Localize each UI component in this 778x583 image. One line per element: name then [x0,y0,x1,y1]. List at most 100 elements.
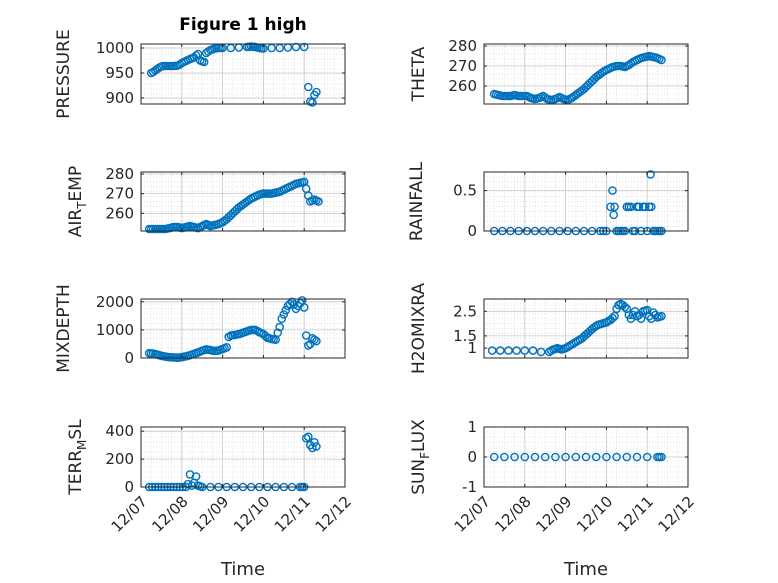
data-point [655,312,664,322]
data-point [252,191,262,200]
data-point [155,350,164,360]
data-point [551,344,560,354]
data-point [146,349,156,358]
axes-box [140,171,346,232]
y-tick-label: 950 [105,64,134,82]
data-point [571,452,581,462]
y-axis-label: H2OMIXRA [409,283,429,374]
subplot-rainfall: 0 0.5 RAINFALL [407,161,689,241]
data-point [647,52,656,61]
data-point [528,94,538,103]
data-point [248,193,258,202]
data-point [179,57,189,67]
data-point [269,334,278,344]
data-series [487,299,666,357]
data-point [150,224,160,234]
data-point [203,345,213,355]
data-point [642,52,652,61]
data-point [581,452,591,462]
data-point [495,346,505,355]
data-point [561,452,570,462]
data-point [257,189,266,199]
data-point [167,352,176,362]
tick-marks [483,426,689,488]
data-point [520,452,530,462]
data-point [261,189,270,198]
data-point [610,202,619,212]
data-point [516,91,526,101]
data-point [301,184,311,193]
data-point [216,345,225,355]
data-point [536,347,546,357]
data-point [187,222,197,231]
tick-marks [140,172,346,231]
data-point [540,93,550,102]
tick-marks [140,299,346,359]
data-point [651,310,660,320]
data-point [642,452,652,462]
data-point [203,220,213,230]
data-point [244,326,254,335]
data-point [487,346,497,355]
y-axis-label: PRESSURE [54,29,74,118]
data-point [199,345,209,355]
data-point [596,319,605,329]
y-tick-label: 260 [105,204,134,222]
minor-grid [484,44,688,104]
data-point [495,91,505,100]
y-axis-label: MIXDEPTH [54,284,74,373]
y-tick-label: 1000 [96,321,134,339]
data-point [638,53,648,62]
data-point [285,182,295,192]
y-tick-label: 0 [467,448,477,466]
data-point [203,47,213,56]
data-point [199,220,209,230]
y-label-rest: EMP [66,166,86,202]
y-axis-label: SUNFLUX [409,419,432,495]
data-point [591,321,601,331]
data-point [651,53,660,62]
y-tick-label: 280 [448,37,477,55]
x-axis-label-left: Time [220,559,265,580]
axes-box [140,298,346,359]
data-point [504,91,513,101]
data-point [489,452,499,462]
data-series [489,51,666,105]
data-point [281,184,291,193]
data-point [208,221,217,230]
data-point [612,452,621,462]
data-point [500,452,509,462]
data-point [649,308,658,317]
tick-marks [483,172,689,232]
data-point [310,335,319,345]
tick-marks [483,44,689,104]
data-point [269,188,278,198]
data-point [551,452,560,462]
data-point [512,91,521,100]
y-tick-label: 1.5 [453,327,477,345]
data-point [630,56,640,66]
data-point [520,91,530,101]
data-point [265,333,274,343]
data-point [291,42,301,52]
data-point [312,87,321,97]
data-point [303,82,313,92]
subplot-mixdepth: 0 1000 2000 MIXDEPTH [54,284,346,373]
data-point [299,42,309,52]
data-point [208,346,217,355]
data-point [626,202,636,212]
data-point [275,322,285,332]
data-point [524,92,534,102]
data-point [281,305,291,315]
data-point [146,224,156,234]
y-tick-label: -1 [462,478,477,496]
data-point [655,452,664,462]
data-point [289,300,299,309]
y-tick-label: 1000 [96,39,134,57]
y-tick-label: 900 [105,89,134,107]
y-tick-label: 400 [105,422,134,440]
data-point [299,303,309,312]
data-point [308,443,317,453]
tick-marks [483,299,689,358]
subplot-h2omixra: 11.5 2.5 H2OMIXRA [409,283,689,374]
